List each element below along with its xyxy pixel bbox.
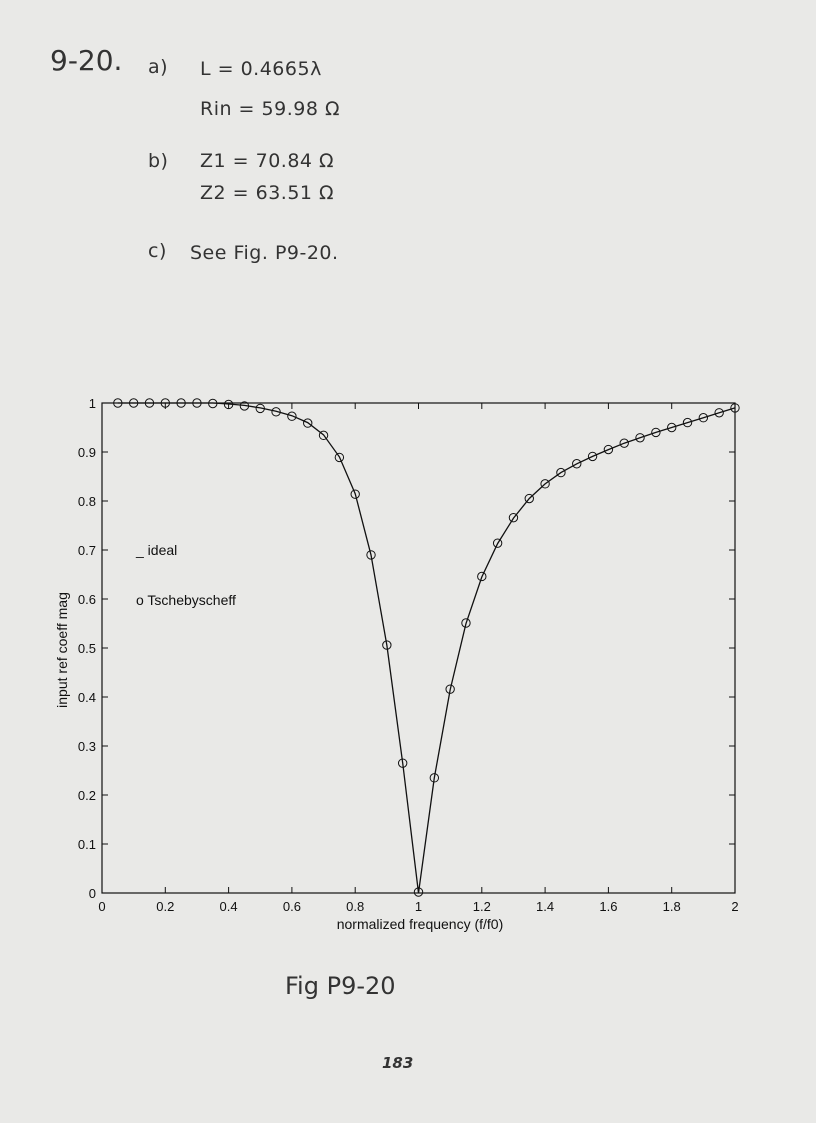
part-c-reference: See Fig. P9-20.	[190, 242, 339, 264]
data-point-tschebyscheff	[144, 398, 155, 408]
figure-caption: Fig P9-20	[285, 972, 396, 1000]
y-tick-label: 0.2	[78, 788, 96, 803]
series-line-ideal	[117, 402, 736, 894]
data-point-tschebyscheff	[714, 408, 724, 418]
data-point-tschebyscheff	[318, 430, 329, 441]
page-number: 183	[382, 1054, 414, 1072]
chart-series	[113, 398, 740, 897]
data-point-tschebyscheff	[223, 399, 234, 410]
x-tick-label: 0	[98, 899, 105, 914]
data-point-tschebyscheff	[366, 550, 376, 560]
problem-number: 9-20.	[50, 44, 123, 77]
data-point-tschebyscheff	[540, 479, 550, 489]
y-tick-label: 0.8	[78, 494, 96, 509]
part-b-label: b)	[148, 150, 169, 172]
data-point-tschebyscheff	[477, 571, 487, 582]
y-tick-label: 0.7	[78, 543, 96, 558]
x-axis-label: normalized frequency (f/f0)	[337, 916, 504, 932]
data-point-tschebyscheff	[176, 398, 186, 408]
data-point-tschebyscheff	[271, 407, 281, 417]
chart-axes	[101, 402, 736, 894]
data-point-tschebyscheff	[303, 418, 313, 428]
data-point-tschebyscheff	[255, 403, 265, 414]
data-point-tschebyscheff	[698, 413, 709, 423]
y-axis-label: input ref coeff mag	[54, 592, 70, 708]
part-a-label: a)	[148, 56, 169, 78]
data-point-tschebyscheff	[287, 411, 297, 421]
data-point-tschebyscheff	[413, 887, 424, 897]
data-point-tschebyscheff	[682, 417, 693, 428]
y-tick-label: 0.4	[78, 690, 96, 705]
data-point-tschebyscheff	[587, 451, 598, 462]
data-point-tschebyscheff	[730, 403, 740, 413]
y-tick-label: 0	[89, 886, 96, 901]
data-point-tschebyscheff	[160, 398, 171, 408]
y-tick-label: 0.3	[78, 739, 96, 754]
part-b-z1: Z1 = 70.84 Ω	[200, 150, 335, 172]
data-point-tschebyscheff	[192, 398, 202, 408]
data-point-tschebyscheff	[572, 459, 582, 469]
data-point-tschebyscheff	[445, 684, 455, 694]
plot-frame	[101, 402, 736, 894]
data-point-tschebyscheff	[113, 398, 123, 408]
data-point-tschebyscheff	[128, 398, 139, 408]
data-point-tschebyscheff	[382, 640, 392, 650]
x-tick-label: 0.6	[283, 899, 301, 914]
data-point-tschebyscheff	[461, 618, 471, 628]
x-tick-label: 0.2	[156, 899, 174, 914]
y-tick-label: 0.1	[78, 837, 96, 852]
data-point-tschebyscheff	[667, 422, 677, 433]
data-point-tschebyscheff	[492, 538, 503, 548]
legend-tschebyscheff: o Tschebyscheff	[136, 592, 236, 608]
data-point-tschebyscheff	[556, 467, 566, 478]
x-tick-label: 1.8	[663, 899, 681, 914]
data-point-tschebyscheff	[603, 444, 614, 455]
data-point-tschebyscheff	[429, 773, 440, 783]
legend-ideal: _ ideal	[135, 542, 177, 558]
data-point-tschebyscheff	[651, 427, 661, 438]
y-tick-label: 0.5	[78, 641, 96, 656]
data-point-tschebyscheff	[635, 433, 645, 443]
x-tick-label: 1.2	[473, 899, 491, 914]
y-tick-label: 1	[89, 396, 96, 411]
y-axis-ticks: 0 0.1 0.2 0.3 0.4 0.5 0.6 0.7 0.8 0.9 1	[78, 396, 735, 901]
part-a-input-resistance: Rin = 59.98 Ω	[200, 98, 340, 120]
data-point-tschebyscheff	[524, 493, 534, 504]
y-tick-label: 0.6	[78, 592, 96, 607]
data-point-tschebyscheff	[508, 512, 519, 523]
part-b-z2: Z2 = 63.51 Ω	[200, 182, 335, 204]
x-tick-label: 2	[731, 899, 738, 914]
y-tick-label: 0.9	[78, 445, 96, 460]
x-axis-ticks: 0 0.2 0.4 0.6 0.8 1 1.2 1.4 1.6 1.8 2	[98, 403, 739, 914]
data-point-tschebyscheff	[239, 401, 250, 411]
data-point-tschebyscheff	[208, 398, 218, 409]
part-c-label: c)	[148, 240, 167, 262]
data-point-tschebyscheff	[397, 758, 408, 768]
x-tick-label: 1	[415, 899, 422, 914]
x-tick-label: 1.4	[536, 899, 554, 914]
x-tick-label: 0.4	[220, 899, 238, 914]
data-point-tschebyscheff	[334, 452, 345, 463]
chart-legend: _ ideal o Tschebyscheff	[135, 542, 236, 608]
data-point-tschebyscheff	[350, 489, 360, 499]
x-tick-label: 0.8	[346, 899, 364, 914]
part-a-length: L = 0.4665λ	[200, 58, 322, 80]
data-point-tschebyscheff	[619, 438, 629, 448]
x-tick-label: 1.6	[599, 899, 617, 914]
